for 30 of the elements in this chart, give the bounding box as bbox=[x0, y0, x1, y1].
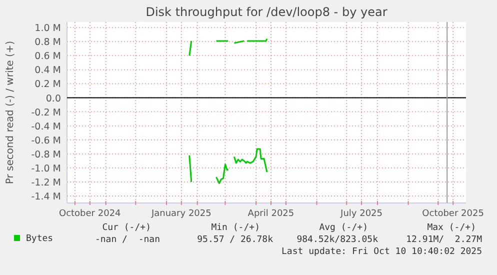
y-tick-label: 0.0 bbox=[46, 93, 61, 104]
text: 95.57 / 26.78k bbox=[197, 235, 274, 245]
y-tick-label: -1.4 M bbox=[31, 191, 61, 202]
y-tick-label: 0.2 M bbox=[34, 79, 61, 90]
text: 12.91M/ 2.27M bbox=[406, 235, 483, 245]
y-tick-label: 0.8 M bbox=[34, 37, 61, 48]
text: 984.52k/823.05k bbox=[296, 235, 379, 245]
text: Min (-/+) bbox=[211, 223, 260, 233]
x-tick-label: October 2025 bbox=[422, 209, 484, 219]
x-tick-label: January 2025 bbox=[150, 209, 212, 219]
y-tick-label: -0.4 M bbox=[31, 121, 61, 132]
y-tick-label: 1.0 M bbox=[34, 23, 61, 34]
y-axis-title: Pr second read (-) / write (+) bbox=[5, 40, 16, 184]
chart-title: Disk throughput for /dev/loop8 - by year bbox=[146, 5, 388, 19]
text: Max (-/+) bbox=[427, 223, 476, 233]
text: Last update: Fri Oct 10 10:40:02 2025 bbox=[282, 247, 482, 257]
text: -nan / -nan bbox=[94, 235, 160, 245]
y-tick-label: 0.4 M bbox=[34, 65, 61, 76]
text: Cur (-/+) bbox=[102, 223, 151, 233]
y-tick-label: -1.0 M bbox=[31, 163, 61, 174]
y-tick-label: -0.8 M bbox=[31, 149, 61, 160]
x-tick-label: July 2025 bbox=[340, 209, 382, 219]
y-tick-label: -0.2 M bbox=[31, 107, 61, 118]
x-tick-label: April 2025 bbox=[248, 209, 294, 219]
text: Avg (-/+) bbox=[319, 223, 368, 233]
x-tick-label: October 2024 bbox=[58, 209, 122, 219]
y-tick-label: -1.2 M bbox=[31, 177, 61, 188]
y-tick-label: -0.6 M bbox=[31, 135, 61, 146]
y-tick-label: 0.6 M bbox=[34, 51, 61, 62]
legend-label: Bytes bbox=[26, 234, 54, 244]
